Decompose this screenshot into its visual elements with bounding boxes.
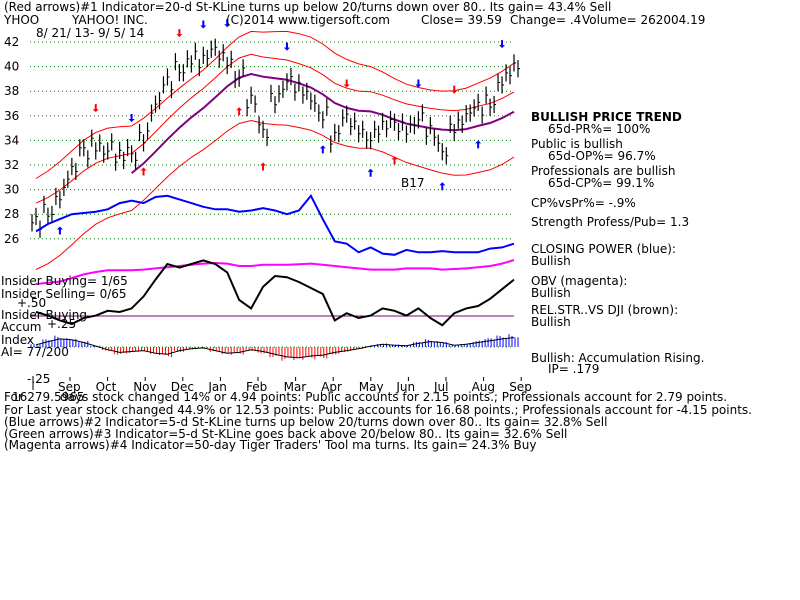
x-tick-label: Feb [246, 380, 267, 394]
x-tick-label: Aug [472, 380, 495, 394]
closing-power-series [35, 193, 515, 256]
professionals-label: Professionals are bullish [531, 164, 676, 178]
insider-buying-label: Insider Buying [1, 308, 87, 322]
footer-line1-prefix: For [4, 390, 23, 404]
relstr-line [35, 259, 515, 327]
y-tick-label: 36 [4, 109, 19, 123]
x-tick-label: Nov [133, 380, 156, 394]
signal-arrow [415, 79, 422, 88]
accum-label: Accum [1, 320, 42, 334]
obv-label: OBV (magenta): [531, 274, 628, 288]
relstr-label: REL.STR..VS DJI (brown): [531, 303, 679, 317]
relstr-status: Bullish [531, 315, 571, 329]
signal-arrow [128, 113, 135, 122]
ai-tick-plus50: +.50 [17, 296, 47, 310]
footer-line5: (Magenta arrows)#4 Indicator=50-day Tige… [4, 438, 537, 452]
closing-power-status: Bullish [531, 254, 571, 268]
obv-series [35, 259, 515, 285]
signal-arrows [56, 19, 506, 235]
signal-arrow [176, 29, 183, 38]
footer-line4: (Green arrows)#3 Indicator=5-d St-KLine … [4, 427, 568, 441]
header-indicator-1: (Red arrows)#1 Indicator=20-d St-KLine t… [4, 0, 612, 14]
y-tick-label: 28 [4, 207, 19, 221]
y-axis-ticks: 42 40 38 36 34 32 30 28 26 [4, 35, 19, 246]
y-tick-label: 34 [4, 133, 19, 147]
close-value: Close= 39.59 [421, 13, 502, 27]
volume-value: Volume= 262004.19 [582, 13, 706, 27]
signal-arrow [367, 168, 374, 177]
x-tick-label: Jan [207, 380, 227, 394]
footer-line3: (Blue arrows)#2 Indicator=5-d St-KLine t… [4, 415, 608, 429]
change-value: Change= .4 [510, 13, 582, 27]
price-bars [31, 38, 520, 238]
y-tick-label: 40 [4, 60, 19, 74]
x-tick-label: Apr [321, 380, 342, 394]
cp-value: 65d-CP%= 99.1% [548, 176, 655, 190]
x-tick-label: Sep [58, 380, 81, 394]
op-value: 65d-OP%= 96.7% [548, 149, 656, 163]
x-tick-label: Jun [395, 380, 415, 394]
company-name: YAHOO! INC. [72, 13, 148, 27]
footer-line1: days stock changed 14% or 4.94 points: P… [60, 390, 728, 404]
signal-arrow [439, 182, 446, 191]
signal-arrow [343, 79, 350, 88]
footer-line2: For Last year stock changed 44.9% or 12.… [4, 403, 752, 417]
signal-arrow [319, 145, 326, 154]
signal-arrow [236, 107, 243, 116]
insider-buying: Insider Buying= 1/65 [1, 274, 128, 288]
date-range: 8/ 21/ 13- 9/ 5/ 14 [36, 26, 145, 40]
obv-line [35, 259, 515, 285]
x-tick-label: May [359, 380, 384, 394]
x-tick-label: Sep [509, 380, 532, 394]
signal-arrow [260, 162, 267, 171]
ai-value: AI= 77/200 [1, 345, 69, 359]
signal-arrow [391, 156, 398, 165]
b17-label: B17 [401, 176, 425, 190]
upper-band [35, 30, 515, 179]
obv-status: Bullish [531, 286, 571, 300]
signal-arrow [224, 19, 231, 28]
signal-arrow [451, 85, 458, 94]
signal-arrow [475, 140, 482, 149]
y-tick-label: 30 [4, 183, 19, 197]
bullish-trend-label: BULLISH PRICE TREND [531, 110, 682, 124]
x-tick-label: Oct [96, 380, 117, 394]
ticker-symbol: YHOO [4, 13, 40, 27]
accum-status: Bullish: Accumulation Rising. [531, 351, 705, 365]
y-tick-label: 42 [4, 35, 19, 49]
y-tick-label: 32 [4, 158, 19, 172]
signal-arrow [140, 167, 147, 176]
price-grid [30, 41, 514, 390]
strength-value: Strength Profess/Pub= 1.3 [531, 215, 690, 229]
x-tick-label: Mar [284, 380, 307, 394]
y-tick-label: 26 [4, 232, 19, 246]
x-axis-ticks: Sep Oct Nov Dec Jan Feb Mar Apr May Jun Jul Aug Sep [58, 377, 532, 394]
closing-power-label: CLOSING POWER (blue): [531, 242, 676, 256]
ip-value: IP= .179 [548, 362, 600, 376]
public-label: Public is bullish [531, 137, 623, 151]
relstr-series [35, 259, 515, 327]
signal-arrow [92, 104, 99, 113]
ai-tick-plus25: +.25 [47, 317, 77, 331]
cpvspr-value: CP%vsPr%= -.9% [531, 196, 636, 210]
pr-value: 65d-PR%= 100% [548, 122, 651, 136]
signal-arrow [56, 226, 63, 235]
signal-arrow [499, 40, 506, 49]
signal-arrow [283, 42, 290, 51]
ai-tick-minus25: -.25 [27, 372, 51, 386]
x-tick-label: Dec [171, 380, 194, 394]
ai-average-line [35, 337, 515, 359]
footer-line1-overlap: 16279.5965 [12, 390, 85, 404]
signal-arrow [200, 20, 207, 29]
accumulation-index-bars [30, 334, 519, 361]
index-label: Index [1, 333, 35, 347]
lower-band [35, 119, 515, 270]
y-tick-label: 38 [4, 84, 19, 98]
x-tick-label: Jul [433, 380, 448, 394]
closing-power-line [35, 193, 515, 256]
insider-selling: Insider Selling= 0/65 [1, 287, 127, 301]
copyright: (C)2014 www.tigersoft.com [226, 13, 390, 27]
